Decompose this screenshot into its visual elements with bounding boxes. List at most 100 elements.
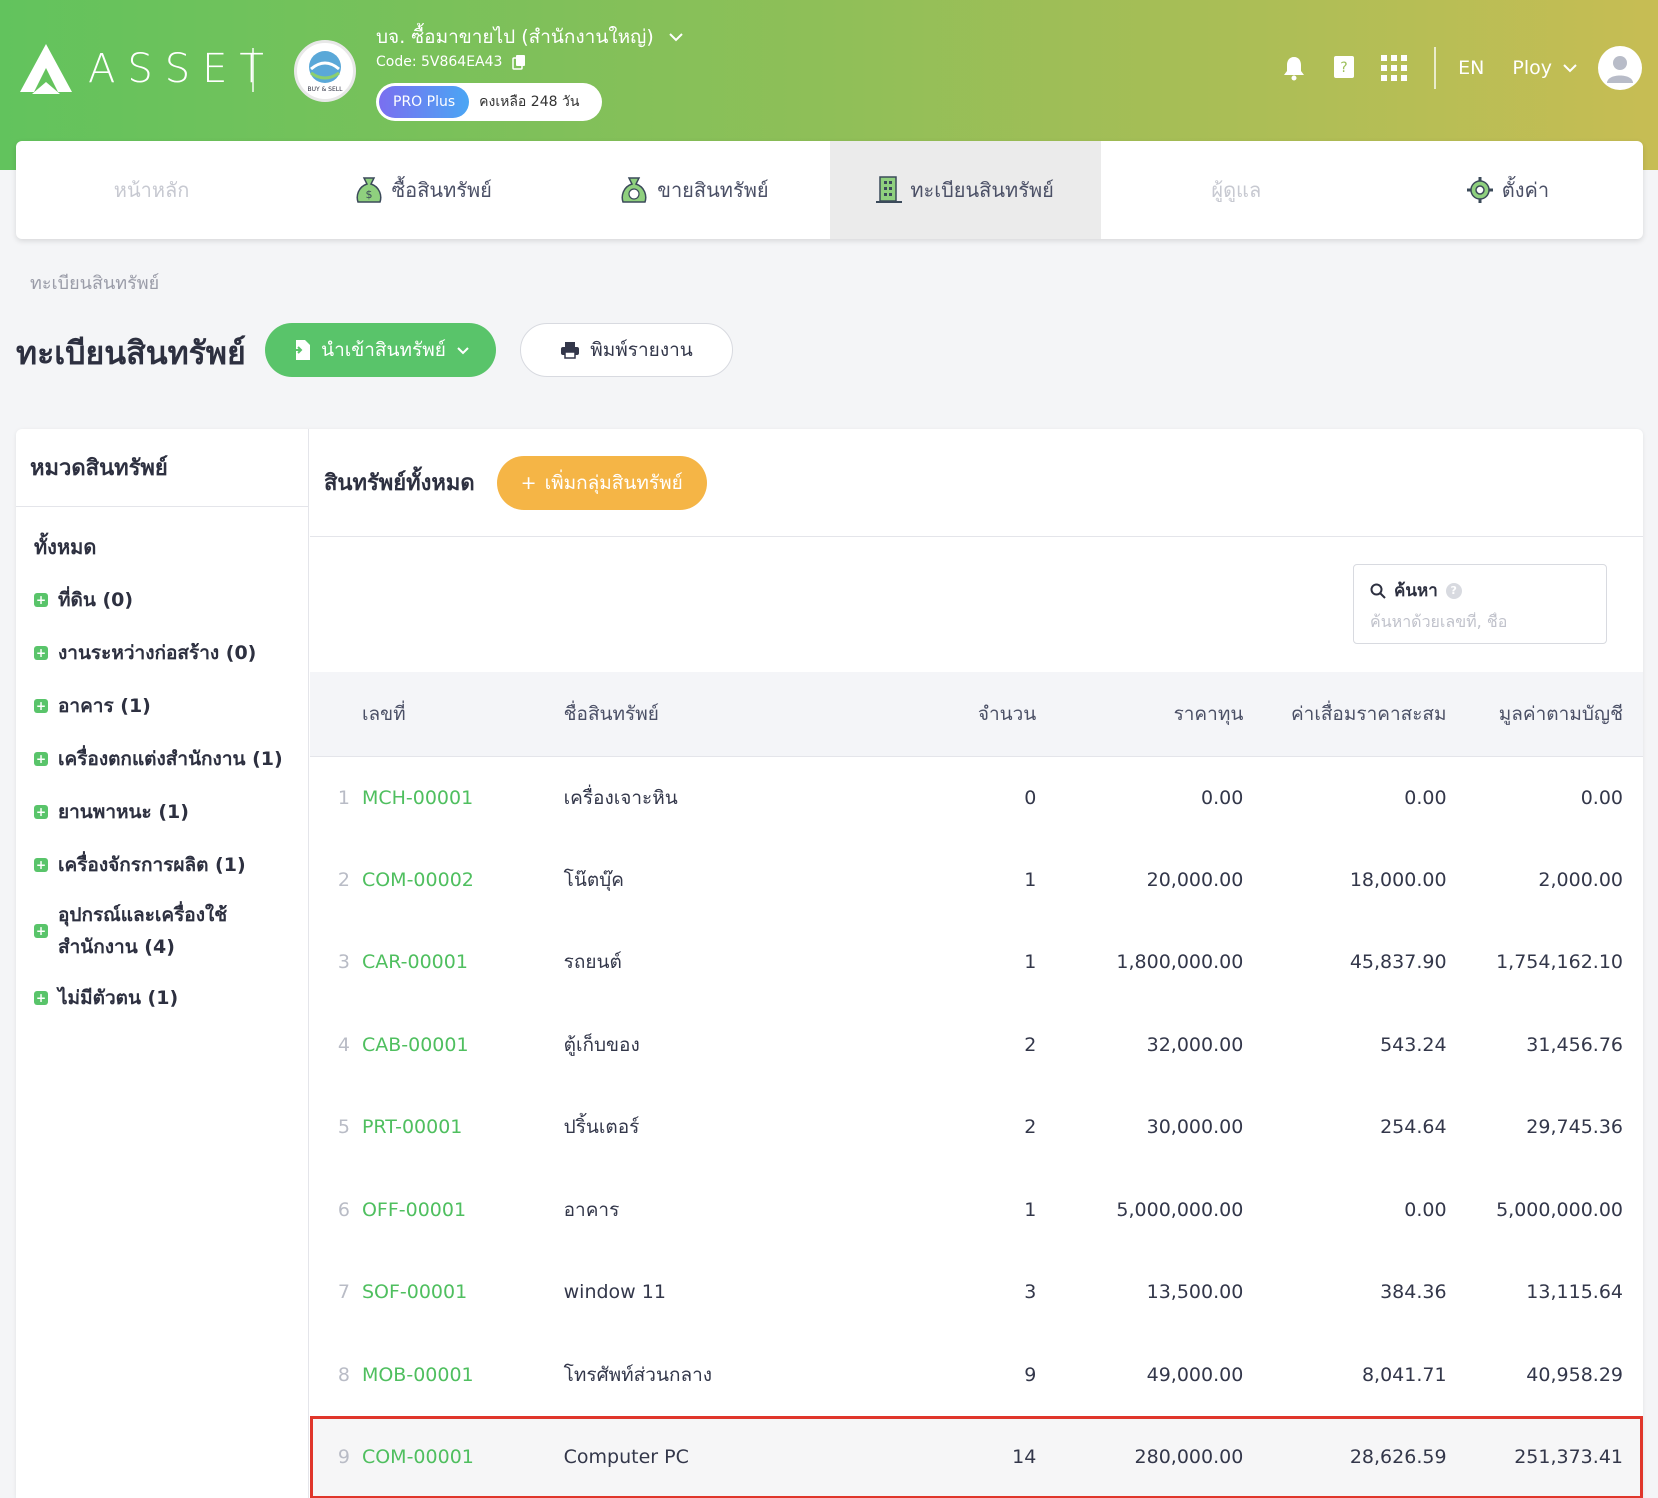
category-list: ทั้งหมด + ที่ดิน (0) + งานระหว่างก่อสร้า… (16, 507, 308, 1024)
category-item[interactable]: + เครื่องจักรการผลิต (1) (16, 838, 308, 891)
asset-name: window 11 (563, 1281, 666, 1304)
column-name[interactable]: ชื่อสินทรัพย์ (563, 702, 659, 725)
asset-table: เลขที่ ชื่อสินทรัพย์ จำนวน ราคาทุน ค่าเส… (310, 672, 1643, 1498)
tab-sell-assets[interactable]: ขายสินทรัพย์ (558, 141, 829, 239)
expand-plus-icon[interactable]: + (34, 857, 48, 872)
tab-buy-assets[interactable]: $ ซื้อสินทรัพย์ (287, 141, 558, 239)
breadcrumb[interactable]: ทะเบียนสินทรัพย์ (30, 273, 160, 294)
expand-plus-icon[interactable]: + (34, 751, 48, 766)
column-cost[interactable]: ราคาทุน (1173, 702, 1244, 725)
table-row-highlighted[interactable]: 9 COM-00001 Computer PC 14 280,000.00 28… (310, 1416, 1643, 1498)
search-box[interactable]: ค้นหา ? (1353, 564, 1607, 644)
asset-code-link[interactable]: MCH-00001 (361, 786, 474, 809)
top-divider (1434, 47, 1437, 89)
table-row[interactable]: 6 OFF-00001 อาคาร 1 5,000,000.00 0.00 5,… (310, 1169, 1643, 1252)
print-report-button[interactable]: พิมพ์รายงาน (520, 323, 733, 377)
app-logo[interactable]: ASSET (18, 42, 276, 96)
user-menu[interactable]: Ploy (1512, 57, 1578, 79)
table-row[interactable]: 3 CAR-00001 รถยนต์ 1 1,800,000.00 45,837… (310, 921, 1643, 1004)
asset-code-link[interactable]: COM-00001 (361, 1446, 474, 1469)
search-label: ค้นหา (1394, 581, 1438, 601)
copy-icon[interactable] (512, 54, 526, 70)
asset-cost: 20,000.00 (1146, 868, 1244, 891)
column-quantity[interactable]: จำนวน (977, 702, 1037, 725)
column-book-value[interactable]: มูลค่าตามบัญชี (1498, 702, 1623, 725)
chevron-down-icon (457, 346, 469, 354)
asset-quantity: 2 (1024, 1033, 1037, 1056)
table-row[interactable]: 8 MOB-00001 โทรศัพท์ส่วนกลาง 9 49,000.00… (310, 1334, 1643, 1417)
asset-name: ปริ้นเตอร์ (563, 1116, 640, 1139)
building-icon (876, 176, 903, 203)
apps-grid-icon[interactable] (1380, 54, 1408, 82)
avatar[interactable] (1598, 46, 1642, 90)
asset-name: รถยนต์ (563, 951, 622, 974)
asset-quantity: 9 (1024, 1363, 1037, 1386)
logo-divider (252, 48, 254, 92)
column-accumulated-depreciation[interactable]: ค่าเสื่อมราคาสะสม (1290, 702, 1447, 725)
category-item[interactable]: + ที่ดิน (0) (16, 573, 308, 626)
asset-book-value: 40,958.29 (1526, 1363, 1623, 1386)
table-row[interactable]: 5 PRT-00001 ปริ้นเตอร์ 2 30,000.00 254.6… (310, 1086, 1643, 1169)
asset-code-link[interactable]: CAR-00001 (361, 951, 468, 974)
plan-remaining: คงเหลือ 248 วัน (479, 94, 580, 110)
table-row[interactable]: 7 SOF-00001 window 11 3 13,500.00 384.36… (310, 1251, 1643, 1334)
import-assets-label: นำเข้าสินทรัพย์ (321, 339, 446, 361)
tab-asset-register[interactable]: ทะเบียนสินทรัพย์ (829, 141, 1101, 239)
asset-code-link[interactable]: MOB-00001 (361, 1363, 474, 1386)
search-input[interactable] (1370, 612, 1590, 631)
expand-plus-icon[interactable]: + (34, 698, 48, 713)
expand-plus-icon[interactable]: + (34, 924, 48, 938)
import-assets-button[interactable]: นำเข้าสินทรัพย์ (265, 323, 496, 377)
help-icon[interactable]: ? (1445, 582, 1462, 599)
category-item[interactable]: + อาคาร (1) (16, 679, 308, 732)
category-item[interactable]: + เครื่องตกแต่งสำนักงาน (1) (16, 732, 308, 785)
category-item[interactable]: + ยานพาหนะ (1) (16, 785, 308, 838)
asset-list-header: สินทรัพย์ทั้งหมด + เพิ่มกลุ่มสินทรัพย์ (310, 429, 1643, 537)
row-index: 9 (337, 1446, 350, 1469)
chevron-down-icon (1563, 64, 1577, 73)
column-code[interactable]: เลขที่ (361, 702, 406, 725)
expand-plus-icon[interactable]: + (34, 645, 48, 660)
table-row[interactable]: 2 COM-00002 โน๊ตบุ๊ค 1 20,000.00 18,000.… (310, 839, 1643, 922)
company-logo-image: BUY & SELL (308, 51, 343, 93)
asset-quantity: 3 (1024, 1281, 1037, 1304)
asset-book-value: 251,373.41 (1514, 1446, 1623, 1469)
asset-quantity: 1 (1024, 951, 1037, 974)
expand-plus-icon[interactable]: + (34, 990, 48, 1005)
asset-cost: 0.00 (1201, 786, 1244, 809)
asset-code-link[interactable]: PRT-00001 (361, 1116, 463, 1139)
category-all[interactable]: ทั้งหมด (34, 535, 97, 559)
expand-plus-icon[interactable]: + (34, 804, 48, 819)
row-index: 6 (337, 1198, 350, 1221)
table-row[interactable]: 4 CAB-00001 ตู้เก็บของ 2 32,000.00 543.2… (310, 1004, 1643, 1087)
company-logo[interactable]: BUY & SELL (294, 40, 356, 102)
asset-book-value: 1,754,162.10 (1496, 951, 1623, 974)
category-item[interactable]: + งานระหว่างก่อสร้าง (0) (16, 626, 308, 679)
asset-quantity: 14 (1012, 1446, 1037, 1469)
asset-cost: 280,000.00 (1134, 1446, 1244, 1469)
tab-settings[interactable]: ตั้งค่า (1372, 141, 1643, 239)
bell-icon[interactable] (1280, 54, 1308, 82)
add-asset-group-button[interactable]: + เพิ่มกลุ่มสินทรัพย์ (496, 455, 707, 510)
category-item[interactable]: + ไม่มีตัวตน (1) (16, 971, 308, 1024)
asset-book-value: 31,456.76 (1526, 1033, 1623, 1056)
category-label: เครื่องจักรการผลิต (1) (58, 853, 246, 876)
asset-list-panel: สินทรัพย์ทั้งหมด + เพิ่มกลุ่มสินทรัพย์ ค… (310, 429, 1643, 1498)
tab-custodian[interactable]: ผู้ดูแล (1101, 141, 1372, 239)
asset-name: เครื่องเจาะหิน (563, 786, 678, 809)
language-switch[interactable]: EN (1458, 57, 1485, 79)
tab-home[interactable]: หน้าหลัก (16, 141, 287, 239)
category-item[interactable]: + อุปกรณ์และเครื่องใช้ สำนักงาน (4) (16, 891, 308, 971)
asset-code-link[interactable]: COM-00002 (361, 868, 474, 891)
asset-code-link[interactable]: OFF-00001 (361, 1198, 467, 1221)
table-row[interactable]: 1 MCH-00001 เครื่องเจาะหิน 0 0.00 0.00 0… (310, 756, 1643, 839)
expand-plus-icon[interactable]: + (34, 592, 48, 607)
asset-cost: 13,500.00 (1146, 1281, 1244, 1304)
company-selector[interactable]: บจ. ซื้อมาขายไป (สำนักงานใหญ่) (376, 22, 684, 52)
asset-quantity: 1 (1024, 868, 1037, 891)
asset-code-link[interactable]: SOF-00001 (361, 1281, 468, 1304)
column-index (310, 672, 362, 756)
row-index: 1 (337, 786, 350, 809)
asset-code-link[interactable]: CAB-00001 (361, 1033, 469, 1056)
help-book-icon[interactable]: ? (1330, 54, 1358, 82)
